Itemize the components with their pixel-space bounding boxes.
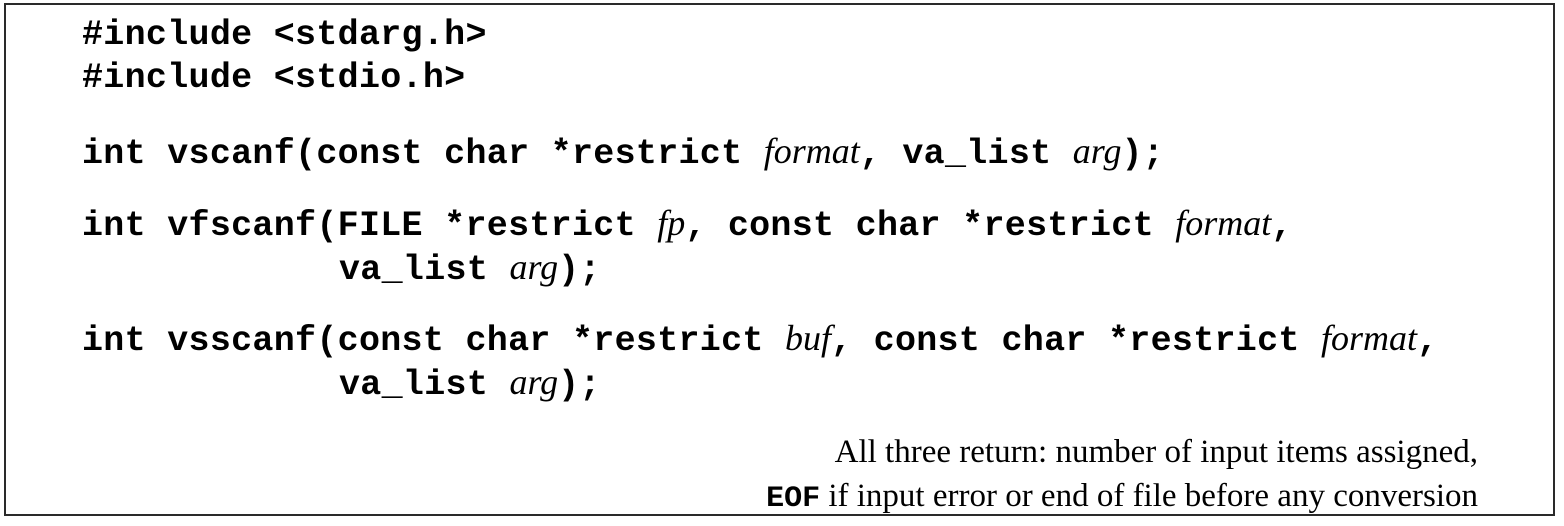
eof-keyword: EOF <box>766 482 821 516</box>
vfscanf-mid: , const char *restrict <box>685 206 1176 246</box>
vfscanf-prefix: int vfscanf(FILE *restrict <box>82 206 658 246</box>
vfscanf-param-fp: fp <box>657 203 686 243</box>
vfscanf-param-format: format <box>1175 203 1272 243</box>
vsscanf-suffix: ); <box>558 365 601 405</box>
vsscanf-cont-prefix: va_list <box>339 365 510 405</box>
vfscanf-cont-prefix: va_list <box>339 250 510 290</box>
vfscanf-param-arg: arg <box>509 247 559 287</box>
return-description-line2: EOF if input error or end of file before… <box>766 478 1478 516</box>
vscanf-mid: , va_list <box>859 134 1073 174</box>
vscanf-param-format: format <box>763 131 860 171</box>
synopsis-box: #include <stdarg.h> #include <stdio.h> i… <box>4 3 1555 516</box>
vscanf-suffix: ); <box>1121 134 1165 174</box>
return-description-line1: All three return: number of input items … <box>834 434 1478 470</box>
vsscanf-param-format: format <box>1321 318 1418 358</box>
prototype-vscanf: int vscanf(const char *restrict format, … <box>82 133 1164 172</box>
vsscanf-param-buf: buf <box>785 318 832 358</box>
vfscanf-end: , <box>1271 206 1293 246</box>
vsscanf-param-arg: arg <box>509 362 559 402</box>
include-stdarg: #include <stdarg.h> <box>82 15 487 55</box>
vscanf-prefix: int vscanf(const char *restrict <box>82 134 764 174</box>
vscanf-param-arg: arg <box>1072 131 1122 171</box>
vfscanf-suffix: ); <box>558 250 601 290</box>
vsscanf-end: , <box>1417 321 1439 361</box>
vsscanf-mid: , const char *restrict <box>831 321 1322 361</box>
prototype-vsscanf: int vsscanf(const char *restrict buf, co… <box>82 320 1438 359</box>
prototype-vfscanf: int vfscanf(FILE *restrict fp, const cha… <box>82 205 1293 244</box>
include-stdio: #include <stdio.h> <box>82 58 466 98</box>
return-line2-text: if input error or end of file before any… <box>820 478 1478 514</box>
prototype-vfscanf-continuation: va_list arg); <box>339 249 601 288</box>
vsscanf-prefix: int vsscanf(const char *restrict <box>82 321 786 361</box>
prototype-vsscanf-continuation: va_list arg); <box>339 364 601 403</box>
